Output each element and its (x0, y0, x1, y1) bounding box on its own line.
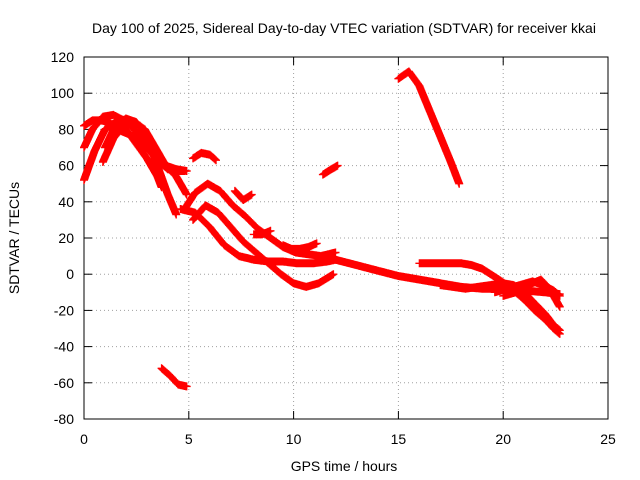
x-tick-label: 20 (495, 431, 511, 447)
point-markers (157, 364, 191, 391)
x-tick-label: 10 (286, 431, 302, 447)
x-tick-label: 15 (391, 431, 407, 447)
y-tick-label: 20 (58, 230, 74, 246)
y-tick-label: 60 (58, 158, 74, 174)
point-markers (394, 67, 464, 188)
series-arc-9 (189, 148, 220, 165)
x-tick-label: 25 (600, 431, 616, 447)
point-markers (98, 118, 191, 199)
point-markers (189, 201, 338, 291)
y-axis-label: SDTVAR / TECUs (6, 182, 22, 294)
series-arc-16 (394, 67, 464, 188)
series-arc-11 (230, 186, 256, 204)
y-tick-label: -40 (54, 339, 74, 355)
point-markers (230, 186, 256, 204)
x-tick-label: 0 (80, 431, 88, 447)
series-arc-5 (98, 118, 191, 199)
series-arc-10 (157, 364, 191, 391)
series-arc-21 (490, 277, 564, 300)
grid-lines (84, 57, 608, 419)
y-tick-label: 40 (58, 194, 74, 210)
data-series (80, 67, 564, 391)
y-tick-label: 80 (58, 121, 74, 137)
point-markers (279, 239, 321, 253)
y-tick-label: -80 (54, 411, 74, 427)
y-tick-label: 120 (51, 49, 75, 65)
x-axis-label: GPS time / hours (291, 458, 398, 474)
chart-title: Day 100 of 2025, Sidereal Day-to-day VTE… (92, 20, 596, 36)
series-arc-13 (279, 239, 321, 253)
x-axis-ticks: 0 5 10 15 20 25 (80, 57, 616, 447)
y-tick-label: 100 (51, 85, 75, 101)
x-tick-label: 5 (185, 431, 193, 447)
series-arc-8 (189, 201, 338, 291)
point-markers (318, 161, 342, 179)
point-markers (490, 277, 564, 300)
y-axis-ticks: -80 -60 -40 -20 0 20 40 60 80 100 120 (51, 49, 608, 427)
point-markers (249, 226, 275, 239)
y-tick-label: -20 (54, 302, 74, 318)
series-arc-12 (249, 226, 275, 239)
point-markers (189, 148, 220, 165)
series-arc-14 (318, 161, 342, 179)
y-tick-label: 0 (66, 266, 74, 282)
y-tick-label: -60 (54, 375, 74, 391)
